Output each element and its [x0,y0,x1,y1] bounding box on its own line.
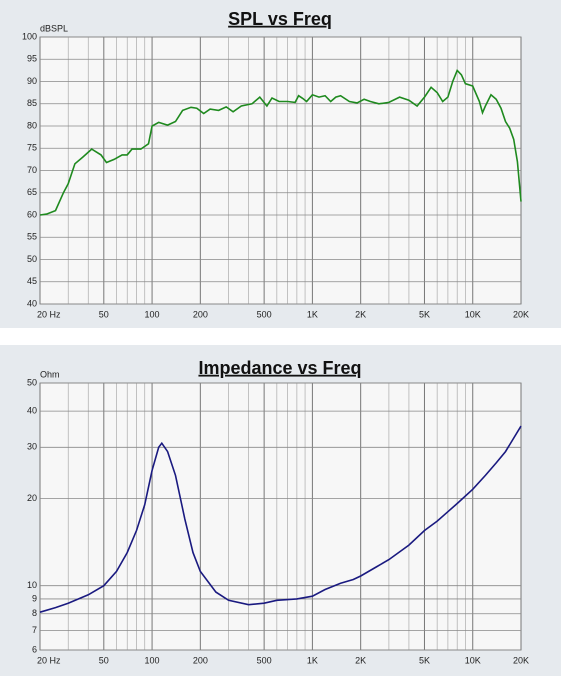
x-tick-label: 10K [465,655,481,665]
x-tick-label: 100 [145,655,160,665]
x-tick-label: 50 [99,655,109,665]
y-tick-label: 50 [27,254,37,264]
y-axis-label: Ohm [40,369,60,379]
y-tick-label: 8 [32,608,37,618]
y-tick-label: 45 [27,276,37,286]
data-line [39,68,522,216]
y-tick-label: 20 [27,493,37,503]
x-tick-label: 1K [307,309,318,319]
x-tick-label: 50 [99,309,109,319]
x-tick-label: 100 [145,309,160,319]
chart-title: SPL vs Freq [228,9,332,29]
y-tick-label: 95 [27,54,37,64]
y-tick-label: 7 [32,625,37,635]
y-tick-label: 85 [27,98,37,108]
x-tick-label: 2K [355,655,366,665]
x-tick-label: 1K [307,655,318,665]
y-tick-label: 60 [27,209,37,219]
y-tick-label: 6 [32,644,37,654]
x-tick-label: 20K [513,655,529,665]
x-tick-label: 5K [419,655,430,665]
y-tick-label: 50 [27,377,37,387]
x-tick-label: 20 Hz [37,309,61,319]
y-tick-label: 80 [27,120,37,130]
y-axis-label: dBSPL [40,23,68,33]
y-tick-label: 75 [27,143,37,153]
y-tick-label: 90 [27,76,37,86]
x-tick-label: 20K [513,309,529,319]
y-tick-label: 9 [32,593,37,603]
x-tick-label: 200 [193,309,208,319]
x-tick-label: 500 [257,309,272,319]
data-line [39,425,522,613]
x-tick-label: 10K [465,309,481,319]
plot-area [39,382,522,651]
chart-title: Impedance vs Freq [198,358,361,378]
y-tick-label: 65 [27,187,37,197]
y-tick-label: 100 [22,31,37,41]
y-tick-label: 70 [27,165,37,175]
x-tick-label: 5K [419,309,430,319]
x-tick-label: 20 Hz [37,655,61,665]
y-tick-label: 10 [27,580,37,590]
y-tick-label: 30 [27,442,37,452]
y-tick-label: 40 [27,405,37,415]
x-tick-label: 500 [257,655,272,665]
x-tick-label: 2K [355,309,366,319]
y-tick-label: 40 [27,298,37,308]
x-tick-label: 200 [193,655,208,665]
y-tick-label: 55 [27,232,37,242]
